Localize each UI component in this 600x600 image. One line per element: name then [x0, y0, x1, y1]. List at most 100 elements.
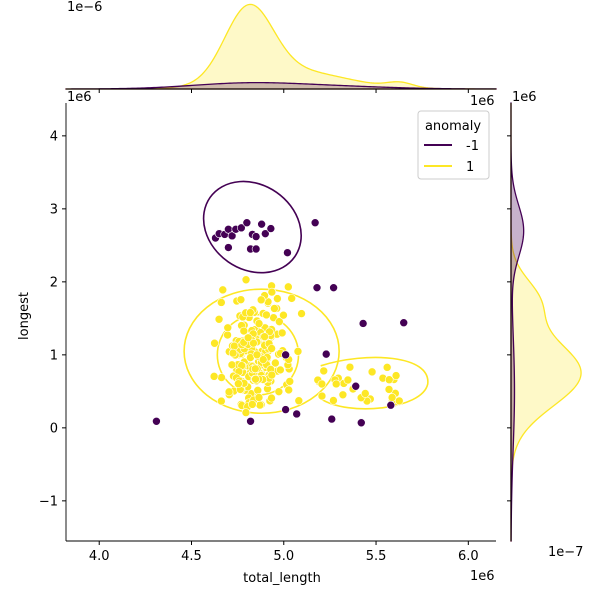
point-minus1: [283, 248, 292, 257]
point-1: [331, 379, 341, 389]
point-1: [214, 314, 224, 324]
point-minus1: [281, 350, 290, 360]
point-1: [254, 319, 264, 328]
x-tick-label: 4.5: [181, 549, 202, 564]
right-y-offset-label: 1e6: [512, 90, 537, 105]
point-1: [218, 285, 228, 295]
point-minus1: [329, 283, 338, 292]
point-1: [253, 386, 263, 395]
x-tick-label: 5.5: [366, 549, 387, 564]
point-minus1: [237, 223, 246, 233]
point-1: [284, 385, 294, 395]
point-1: [274, 387, 284, 396]
point-minus1: [312, 283, 322, 292]
point-1: [252, 350, 262, 360]
point-minus1: [358, 319, 368, 328]
point-minus1: [242, 218, 252, 228]
legend-title: anomaly: [425, 119, 481, 134]
point-1: [343, 375, 353, 385]
point-1: [317, 391, 327, 401]
kde-contour-1-lobe: [320, 356, 429, 410]
x-axis-label: total_length: [243, 571, 321, 586]
y-tick-label: 1: [50, 348, 58, 363]
kde-contours: [183, 180, 429, 415]
main-axes: 4.0 4.5 5.0 5.5 6.0 −1 0 1 2 3 4: [39, 103, 496, 564]
y-tick-label: 0: [50, 421, 58, 436]
point-1: [293, 347, 303, 356]
point-1: [258, 355, 268, 364]
x-offset-label: 1e6: [470, 569, 495, 584]
point-minus1: [246, 416, 255, 426]
point-1: [270, 304, 279, 313]
point-minus1: [292, 409, 301, 419]
top-kde-1: [65, 3, 497, 90]
point-1: [382, 363, 392, 372]
point-1: [285, 377, 295, 386]
point-1: [394, 396, 404, 406]
y-axis-label: longest: [17, 292, 32, 340]
point-minus1: [261, 229, 270, 238]
legend-box: [417, 110, 490, 180]
right-kde-minus1: [510, 103, 525, 542]
point-1: [251, 374, 260, 384]
x-tick-label: 6.0: [458, 549, 479, 564]
point-1: [217, 298, 226, 307]
point-1: [267, 344, 276, 353]
point-1: [294, 396, 304, 406]
point-minus1: [257, 219, 266, 229]
right-marginal-kde: [507, 103, 582, 542]
point-minus1: [251, 244, 261, 254]
point-1: [267, 393, 276, 403]
point-minus1: [224, 243, 233, 252]
point-minus1: [356, 418, 366, 428]
point-1: [243, 333, 253, 343]
point-1: [317, 379, 327, 389]
x-tick-label: 4.0: [89, 549, 110, 564]
point-minus1: [281, 405, 290, 414]
point-1: [262, 310, 271, 320]
point-minus1: [227, 231, 237, 241]
legend: anomaly -1 1: [417, 110, 490, 180]
scatter-points: [152, 218, 409, 428]
point-1: [230, 341, 239, 351]
point-minus1: [321, 349, 331, 359]
point-1: [384, 375, 394, 384]
point-1: [217, 373, 226, 382]
point-minus1: [310, 218, 320, 228]
point-1: [249, 338, 258, 348]
legend-label-1: 1: [466, 160, 474, 175]
top-marginal-offset-label: 1e−6: [67, 0, 102, 15]
point-1: [227, 360, 237, 370]
point-1: [275, 317, 284, 326]
legend-label-minus1: -1: [466, 139, 479, 154]
point-minus1: [386, 400, 396, 410]
point-minus1: [351, 381, 361, 391]
point-1: [217, 396, 226, 406]
point-1: [277, 328, 287, 338]
point-1: [276, 365, 285, 375]
point-1: [273, 294, 282, 303]
point-minus1: [152, 416, 161, 426]
y-tick-label: 3: [50, 202, 58, 217]
point-minus1: [266, 224, 276, 233]
point-1: [246, 308, 255, 317]
point-1: [284, 282, 293, 292]
x-tick-label: 5.0: [273, 549, 294, 564]
top-marginal-kde: [65, 3, 497, 93]
point-1: [254, 393, 264, 402]
point-1: [234, 379, 243, 389]
point-1: [367, 367, 377, 377]
kde-contour-1-0: [183, 288, 340, 415]
point-1: [239, 326, 249, 336]
point-1: [360, 389, 370, 398]
right-marginal-offset-label: 1e−7: [548, 545, 583, 560]
point-1: [345, 362, 355, 372]
point-1: [224, 387, 234, 397]
point-1: [319, 366, 329, 376]
point-1: [256, 295, 266, 305]
point-1: [210, 338, 219, 348]
y-tick-label: 4: [50, 129, 58, 144]
point-1: [209, 372, 219, 381]
point-1: [329, 396, 338, 405]
